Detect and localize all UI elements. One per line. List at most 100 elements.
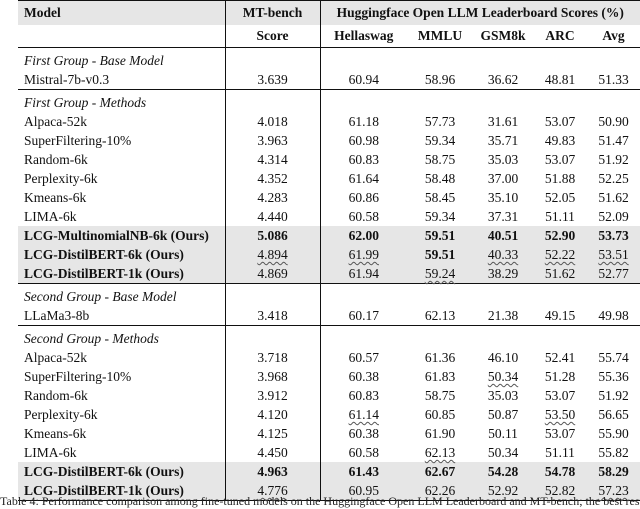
model-name: Mistral-7b-v0.3 [18,70,226,90]
gsm8k-value: 37.00 [487,171,519,186]
arc-value: 51.88 [544,171,576,186]
model-name: Alpaca-52k [18,348,226,367]
mtbench-value: 4.283 [257,190,288,205]
mtbench-value: 4.120 [257,407,288,422]
ours-row: LCG-DistilBERT-1k (Ours) 4.776 60.95 62.26 5… [18,481,640,501]
mmlu-value: 59.51 [424,228,456,243]
mtbench-value: 4.018 [257,114,288,129]
model-name: Perplexity-6k [18,169,226,188]
avg-value: 51.62 [598,190,629,205]
mmlu-value: 62.13 [424,445,456,460]
gsm8k-value: 52.92 [487,483,519,498]
arc-value: 49.15 [544,308,576,323]
model-name: LLaMa3-8b [18,306,226,326]
avg-value: 52.25 [598,171,629,186]
table-row: Random-6k 3.912 60.83 58.75 35.03 53.07 51.92 [18,386,640,405]
col-header-mmlu: MMLU [407,25,473,48]
avg-value: 51.47 [598,133,629,148]
mmlu-value: 58.75 [424,388,456,403]
col-header-arc: ARC [533,25,587,48]
group-label-row: Second Group - Methods [18,325,640,348]
mtbench-value: 4.125 [257,426,288,441]
avg-value: 51.33 [598,72,629,87]
arc-value: 51.62 [544,266,576,281]
ours-row: LCG-DistilBERT-6k (Ours) 4.894 61.99 59.51 4… [18,245,640,264]
score-header: Score [225,25,321,48]
gsm8k-value: 35.03 [487,388,519,403]
hellaswag-value: 61.94 [348,266,379,281]
avg-value: 56.65 [598,407,629,422]
hellaswag-value: 60.57 [348,350,379,365]
hellaswag-value: 60.94 [348,72,379,87]
avg-value: 53.73 [598,228,629,243]
gsm8k-value: 37.31 [487,209,519,224]
mmlu-value: 57.73 [424,114,456,129]
hellaswag-value: 60.38 [348,426,379,441]
mmlu-value: 61.83 [424,369,456,384]
mtbench-value: 4.963 [257,464,288,479]
mtbench-value: 4.894 [257,247,288,262]
table-row: SuperFiltering-10% 3.968 60.38 61.83 50.34 51… [18,367,640,386]
table-row: Perplexity-6k 4.120 61.14 60.85 50.87 53.50 56… [18,405,640,424]
mtbench-value: 4.352 [257,171,288,186]
avg-value: 51.92 [598,152,629,167]
mmlu-value: 59.34 [424,133,456,148]
arc-value: 48.81 [544,72,576,87]
table-row: Random-6k 4.314 60.83 58.75 35.03 53.07 51.92 [18,150,640,169]
group-label-row: Second Group - Base Model [18,283,640,306]
group-label: Second Group - Methods [18,325,226,348]
mmlu-value: 61.90 [424,426,456,441]
mmlu-value: 62.13 [424,308,456,323]
avg-value: 53.51 [598,247,629,262]
hellaswag-value: 62.00 [348,228,379,243]
mtbench-value: 3.718 [257,350,288,365]
mmlu-value: 59.24 [424,266,456,281]
avg-value: 58.29 [598,464,629,479]
mtbench-header: MT-bench [225,0,321,25]
arc-value: 49.83 [544,133,576,148]
arc-value: 54.78 [544,464,576,479]
model-name: LCG-DistilBERT-1k (Ours) [18,264,226,284]
hellaswag-value: 61.14 [348,407,379,422]
hellaswag-value: 60.83 [348,388,379,403]
hellaswag-value: 60.83 [348,152,379,167]
model-name: Alpaca-52k [18,112,226,131]
model-name: LCG-DistilBERT-1k (Ours) [18,481,226,501]
table-row: Mistral-7b-v0.3 3.639 60.94 58.96 36.62 48.81… [18,70,640,90]
hellaswag-value: 60.95 [348,483,379,498]
mmlu-value: 59.51 [424,247,456,262]
mtbench-value: 3.912 [257,388,288,403]
model-name: LIMA-6k [18,443,226,462]
mtbench-value: 4.450 [257,445,288,460]
group-label: Second Group - Base Model [18,283,226,306]
mtbench-value: 4.314 [257,152,288,167]
gsm8k-value: 40.33 [487,247,519,262]
table-row: LIMA-6k 4.450 60.58 62.13 50.34 51.11 55.82 [18,443,640,462]
table-row: Alpaca-52k 4.018 61.18 57.73 31.61 53.07 50.90 [18,112,640,131]
ours-row: LCG-MultinomialNB-6k (Ours) 5.086 62.00 59.… [18,226,640,245]
hellaswag-value: 60.17 [348,308,379,323]
mtbench-value: 4.440 [257,209,288,224]
gsm8k-value: 50.11 [488,426,518,441]
mmlu-value: 58.48 [424,171,456,186]
arc-value: 53.07 [544,426,576,441]
subheader-row: Score Hellaswag MMLU GSM8k ARC Avg [18,25,640,48]
arc-value: 53.50 [544,407,576,422]
ours-row: LCG-DistilBERT-6k (Ours) 4.963 61.43 62.67 5… [18,462,640,481]
model-name: LCG-MultinomialNB-6k (Ours) [18,226,226,245]
gsm8k-value: 54.28 [487,464,519,479]
mtbench-value: 4.869 [257,266,288,281]
table-row: LLaMa3-8b 3.418 60.17 62.13 21.38 49.15 49.98 [18,306,640,326]
model-header: Model [18,0,226,25]
mmlu-value: 58.96 [424,72,456,87]
avg-value: 49.98 [598,308,629,323]
table-row: Kmeans-6k 4.283 60.86 58.45 35.10 52.05 51.62 [18,188,640,207]
table-row: Kmeans-6k 4.125 60.38 61.90 50.11 53.07 55.90 [18,424,640,443]
gsm8k-value: 50.34 [487,369,519,384]
avg-value: 50.90 [598,114,629,129]
group-label: First Group - Base Model [18,47,226,70]
model-name: LCG-DistilBERT-6k (Ours) [18,462,226,481]
mtbench-value: 5.086 [257,228,288,243]
leaderboard-header: Huggingface Open LLM Leaderboard Scores … [320,0,640,25]
gsm8k-value: 35.03 [487,152,519,167]
